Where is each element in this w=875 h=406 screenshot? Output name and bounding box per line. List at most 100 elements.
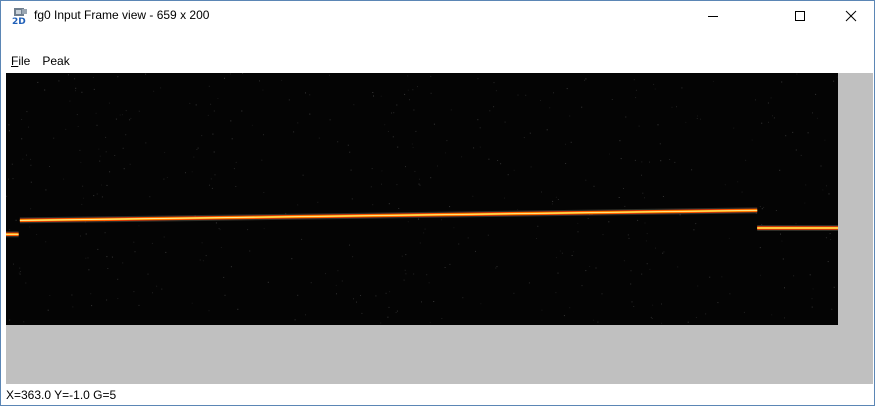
noise-speck (117, 278, 119, 280)
noise-speck (652, 304, 654, 306)
noise-speck (149, 196, 151, 198)
noise-speck (559, 250, 561, 252)
noise-speck (201, 135, 203, 137)
noise-speck (21, 119, 23, 120)
noise-speck (151, 242, 153, 244)
noise-speck (419, 178, 420, 180)
noise-speck (207, 114, 209, 116)
noise-speck (623, 188, 624, 189)
noise-speck (661, 303, 662, 305)
noise-speck (138, 304, 140, 306)
noise-speck (585, 179, 587, 181)
noise-speck (285, 213, 287, 215)
noise-speck (733, 127, 735, 129)
noise-speck (251, 124, 253, 126)
noise-speck (695, 223, 697, 225)
noise-speck (8, 178, 9, 180)
noise-speck (310, 282, 312, 284)
noise-speck (602, 234, 604, 236)
noise-speck (28, 126, 29, 128)
noise-speck (166, 177, 168, 178)
noise-speck (504, 121, 506, 123)
noise-speck (495, 267, 497, 269)
noise-speck (536, 238, 537, 239)
noise-speck (504, 197, 505, 199)
noise-speck (561, 252, 563, 254)
close-button[interactable] (828, 1, 874, 31)
noise-speck (9, 319, 11, 321)
minimize-button[interactable] (690, 1, 736, 31)
noise-speck (745, 159, 747, 161)
noise-speck (18, 272, 20, 274)
noise-speck (152, 292, 153, 294)
noise-speck (759, 206, 761, 208)
camera-2d-icon[interactable]: 2D (11, 7, 29, 27)
noise-speck (631, 301, 633, 303)
noise-speck (45, 241, 47, 243)
noise-speck (820, 165, 822, 167)
noise-speck (809, 274, 811, 276)
noise-speck (828, 193, 830, 195)
noise-speck (529, 132, 531, 134)
noise-speck (389, 291, 391, 293)
noise-speck (370, 186, 372, 188)
menu-file[interactable]: File (1, 51, 36, 71)
noise-speck (587, 217, 589, 219)
noise-speck (85, 233, 87, 235)
noise-speck (413, 273, 415, 275)
laser-segment-center (19, 209, 758, 221)
noise-speck (513, 169, 515, 171)
noise-speck (414, 170, 416, 172)
noise-speck (381, 170, 383, 172)
maximize-button[interactable] (777, 1, 823, 31)
noise-speck (831, 308, 833, 310)
noise-speck (21, 138, 23, 140)
noise-speck (72, 306, 74, 308)
noise-speck (337, 141, 339, 143)
noise-speck (566, 88, 568, 90)
noise-speck (95, 112, 97, 114)
noise-speck (93, 88, 95, 90)
noise-speck (825, 237, 827, 239)
noise-speck (133, 241, 135, 243)
status-bar: X=363.0 Y=-1.0 G=5 (6, 385, 873, 405)
noise-speck (25, 282, 27, 284)
noise-speck (75, 87, 77, 89)
noise-speck (215, 222, 217, 224)
noise-speck (147, 273, 149, 275)
noise-speck (608, 221, 610, 223)
noise-speck (105, 151, 107, 153)
noise-speck (293, 131, 295, 133)
menu-file-accelerator: F (11, 54, 19, 68)
noise-speck (635, 97, 637, 99)
noise-speck (671, 106, 673, 108)
menu-file-rest: ile (18, 54, 31, 68)
noise-speck (546, 129, 548, 131)
noise-speck (197, 147, 199, 149)
noise-speck (644, 197, 645, 199)
noise-speck (405, 273, 407, 275)
noise-speck (350, 169, 352, 171)
menu-peak[interactable]: Peak (42, 54, 70, 68)
noise-speck (396, 310, 398, 312)
noise-speck (565, 143, 566, 145)
noise-speck (191, 171, 193, 173)
noise-speck (541, 191, 542, 193)
input-frame-image[interactable] (6, 73, 838, 325)
title-bar[interactable]: 2D fg0 Input Frame view - 659 x 200 (1, 1, 874, 31)
noise-speck (619, 140, 621, 142)
noise-speck (44, 89, 46, 91)
noise-speck (210, 178, 212, 180)
noise-speck (641, 174, 642, 176)
noise-speck (77, 126, 79, 127)
noise-speck (771, 314, 773, 316)
noise-speck (630, 270, 632, 272)
noise-speck (644, 222, 646, 224)
image-view-area[interactable] (6, 73, 873, 384)
noise-speck (444, 267, 446, 268)
noise-speck (214, 174, 216, 176)
noise-speck (67, 74, 69, 76)
noise-speck (58, 80, 60, 82)
noise-speck (793, 275, 795, 277)
noise-speck (552, 200, 554, 202)
